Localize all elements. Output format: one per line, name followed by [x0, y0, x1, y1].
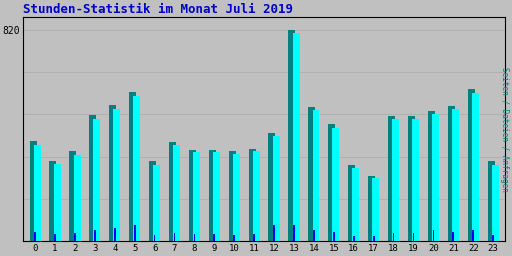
Bar	[308, 107, 315, 241]
Bar	[473, 230, 474, 241]
Bar	[50, 162, 56, 241]
Bar	[194, 234, 195, 241]
Bar	[70, 151, 76, 241]
Bar	[332, 128, 339, 241]
Bar	[229, 151, 236, 241]
Bar	[453, 232, 454, 241]
Bar	[89, 115, 96, 241]
Bar	[348, 165, 355, 241]
Bar	[114, 228, 116, 241]
Bar	[293, 226, 295, 241]
Bar	[352, 168, 359, 241]
Bar	[412, 119, 419, 241]
Bar	[109, 105, 116, 241]
Bar	[467, 89, 475, 241]
Text: Stunden-Statistik im Monat Juli 2019: Stunden-Statistik im Monat Juli 2019	[23, 3, 293, 16]
Bar	[154, 235, 156, 241]
Bar	[492, 235, 494, 241]
Bar	[288, 30, 295, 241]
Bar	[452, 109, 459, 241]
Bar	[312, 110, 319, 241]
Bar	[472, 93, 479, 241]
Bar	[174, 233, 176, 241]
Bar	[487, 162, 495, 241]
Bar	[74, 233, 76, 241]
Bar	[233, 235, 235, 241]
Bar	[133, 96, 140, 241]
Bar	[392, 119, 399, 241]
Bar	[253, 151, 260, 241]
Bar	[273, 136, 280, 241]
Bar	[94, 119, 100, 241]
Bar	[209, 150, 216, 241]
Bar	[54, 164, 60, 241]
Bar	[328, 124, 335, 241]
Bar	[249, 148, 255, 241]
Bar	[34, 145, 40, 241]
Bar	[432, 114, 439, 241]
Bar	[214, 234, 215, 241]
Bar	[292, 33, 300, 241]
Bar	[408, 116, 415, 241]
Bar	[388, 116, 395, 241]
Bar	[268, 133, 275, 241]
Bar	[173, 145, 180, 241]
Bar	[189, 150, 196, 241]
Bar	[34, 232, 36, 241]
Bar	[153, 165, 160, 241]
Bar	[149, 162, 156, 241]
Bar	[273, 226, 275, 241]
Bar	[393, 233, 394, 241]
Bar	[413, 233, 414, 241]
Bar	[428, 111, 435, 241]
Bar	[113, 109, 120, 241]
Bar	[372, 178, 379, 241]
Bar	[353, 236, 355, 241]
Bar	[129, 92, 136, 241]
Bar	[368, 176, 375, 241]
Bar	[193, 152, 200, 241]
Bar	[433, 230, 434, 241]
Y-axis label: Seiten / Dateien / Anfragen: Seiten / Dateien / Anfragen	[500, 67, 509, 192]
Bar	[233, 154, 240, 241]
Bar	[213, 152, 220, 241]
Bar	[30, 141, 36, 241]
Bar	[333, 232, 335, 241]
Bar	[447, 106, 455, 241]
Bar	[94, 230, 96, 241]
Bar	[373, 236, 374, 241]
Bar	[313, 230, 315, 241]
Bar	[74, 155, 80, 241]
Bar	[253, 234, 255, 241]
Bar	[169, 142, 176, 241]
Bar	[492, 165, 499, 241]
Bar	[54, 234, 56, 241]
Bar	[134, 226, 136, 241]
